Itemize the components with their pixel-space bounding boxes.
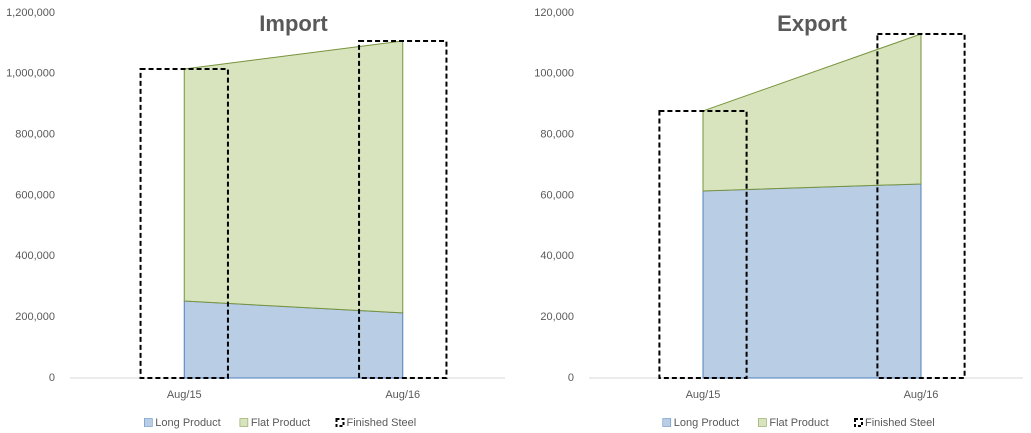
chart-title: Import xyxy=(259,11,328,36)
legend-label: Finished Steel xyxy=(865,417,935,429)
y-tick-label: 600,000 xyxy=(15,189,55,201)
x-tick-label: Aug/15 xyxy=(686,389,721,401)
y-tick-label: 100,000 xyxy=(534,68,574,80)
legend-label: Finished Steel xyxy=(347,417,417,429)
legend-label: Long Product xyxy=(674,417,739,429)
legend-label: Long Product xyxy=(155,417,220,429)
area xyxy=(183,40,404,314)
y-tick-label: 40,000 xyxy=(540,250,574,262)
y-tick-label: 20,000 xyxy=(540,311,574,323)
y-tick-label: 0 xyxy=(49,372,55,384)
x-tick-label: Aug/16 xyxy=(904,389,939,401)
x-tick-label: Aug/16 xyxy=(385,389,420,401)
legend-swatch xyxy=(239,418,249,427)
legend-label: Flat Product xyxy=(769,417,828,429)
legend-swatch xyxy=(144,418,153,427)
y-tick-label: 1,200,000 xyxy=(6,7,55,19)
legend-swatch xyxy=(335,418,345,427)
y-tick-label: 80,000 xyxy=(540,129,574,141)
legend-swatch xyxy=(662,418,672,427)
y-tick-label: 60,000 xyxy=(540,189,574,201)
y-tick-label: 0 xyxy=(568,372,574,384)
area xyxy=(183,300,404,379)
y-tick-label: 200,000 xyxy=(15,311,55,323)
bar xyxy=(139,67,229,379)
y-tick-label: 800,000 xyxy=(15,129,55,141)
chart-title: Export xyxy=(777,11,847,36)
legend-swatch xyxy=(758,418,767,427)
legend-label: Flat Product xyxy=(251,417,310,429)
y-tick-label: 1,000,000 xyxy=(6,68,55,80)
y-tick-label: 400,000 xyxy=(15,250,55,262)
area xyxy=(702,183,922,379)
area xyxy=(702,33,922,192)
y-tick-label: 120,000 xyxy=(534,7,574,19)
x-tick-label: Aug/15 xyxy=(167,389,202,401)
legend-swatch xyxy=(854,418,863,427)
bar xyxy=(358,39,448,379)
bar xyxy=(658,109,748,379)
bar xyxy=(876,32,966,380)
